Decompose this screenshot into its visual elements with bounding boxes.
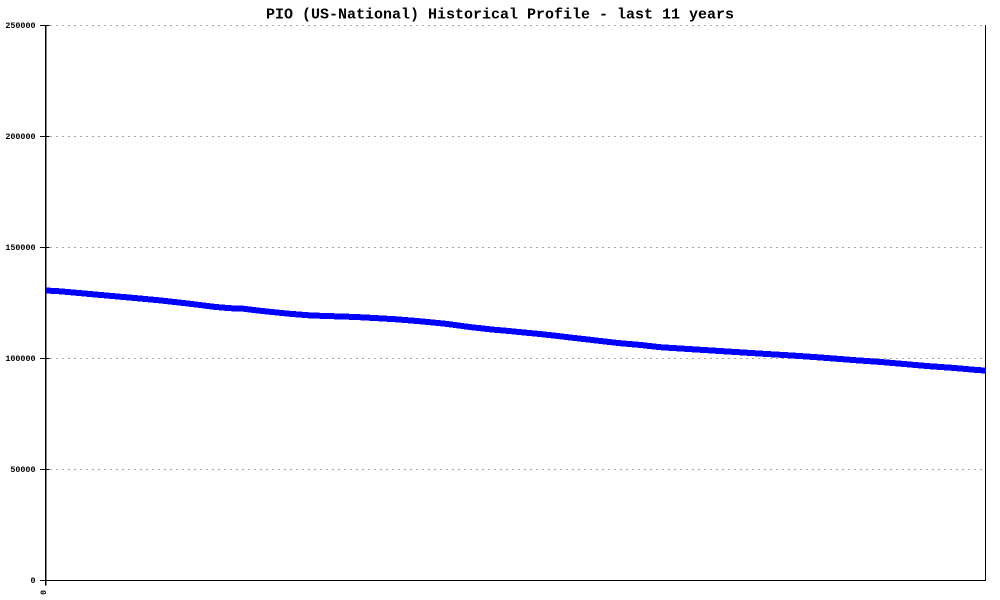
svg-text:250000: 250000 [5,21,35,31]
svg-text:50000: 50000 [10,465,35,475]
svg-text:200000: 200000 [5,132,35,142]
svg-text:0: 0 [30,576,35,586]
svg-text:PIO (US-National) Historical P: PIO (US-National) Historical Profile - l… [266,6,734,23]
svg-text:0: 0 [40,590,49,595]
svg-text:150000: 150000 [5,243,35,253]
svg-text:100000: 100000 [5,354,35,364]
